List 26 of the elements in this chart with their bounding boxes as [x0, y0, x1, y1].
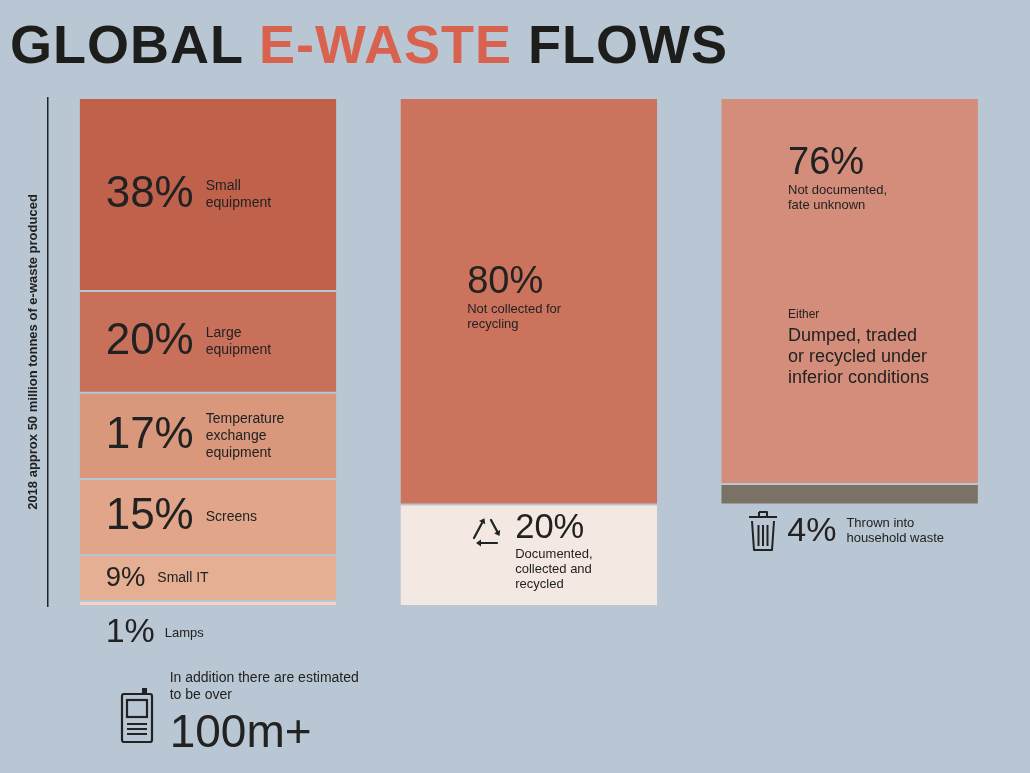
category-label: Not collected for recycling: [467, 300, 562, 331]
data-label: 20%: [105, 313, 194, 363]
category-label: Lamps: [164, 624, 205, 640]
data-label: 17%: [105, 407, 194, 457]
data-label: 1%: [105, 611, 155, 650]
category-label: Small IT: [157, 568, 210, 585]
text: 100m+: [169, 704, 312, 757]
text: Dumped, traded or recycled under inferior conditions: [788, 325, 930, 388]
text: GLOBAL E-WASTE FLOWS: [10, 14, 728, 74]
data-label: 20%: [515, 507, 585, 546]
text: 2018 approx 50 million tonnes of e-waste produced: [25, 194, 41, 510]
data-label: 76%: [788, 139, 865, 182]
data-label: 4%: [787, 509, 837, 548]
category-label: Temperature exchange equipment: [205, 409, 285, 460]
text: Either: [788, 306, 820, 321]
category-label: Not documented, fate unknown: [788, 181, 888, 212]
data-label: 38%: [105, 166, 194, 216]
data-label: 9%: [105, 560, 146, 592]
data-label: 15%: [105, 489, 194, 539]
category-label: Large equipment: [205, 324, 272, 358]
category-label: Small equipment: [205, 176, 272, 210]
category-label: Thrown into household waste: [846, 515, 944, 546]
category-label: Documented, collected and recycled: [515, 545, 593, 591]
data-label: 80%: [467, 258, 544, 301]
text: In addition there are estimated to be over: [169, 668, 359, 702]
category-label: Screens: [205, 507, 258, 524]
